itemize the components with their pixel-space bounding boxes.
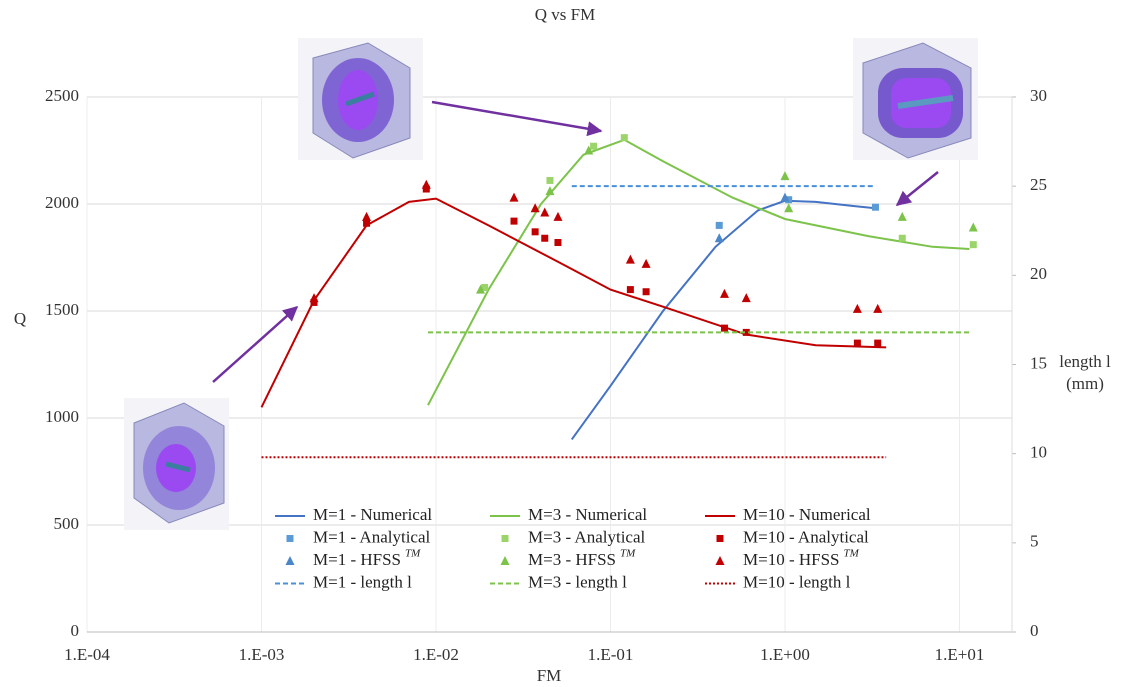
- point: [511, 218, 518, 225]
- y2-tick-label: 20: [1030, 264, 1047, 283]
- legend-label: M=10 - length l: [743, 572, 851, 591]
- y-tick-label: 1500: [45, 300, 79, 319]
- chart-title: Q vs FM: [535, 5, 595, 24]
- x-tick-label: 1.E-04: [64, 645, 110, 664]
- point: [874, 340, 881, 347]
- point: [720, 289, 729, 298]
- legend-label: M=1 - Analytical: [313, 527, 431, 546]
- legend-superscript: TM: [405, 548, 421, 560]
- point: [970, 241, 977, 248]
- point: [510, 193, 519, 202]
- legend-label: M=3 - HFSS: [528, 550, 616, 569]
- point: [553, 212, 562, 221]
- point: [554, 239, 561, 246]
- legend-superscript: TM: [620, 548, 636, 560]
- arrow: [897, 172, 938, 205]
- y2-tick-label: 15: [1030, 353, 1047, 372]
- y-tick-label: 0: [71, 621, 80, 640]
- point: [872, 204, 879, 211]
- legend-swatch: [716, 556, 725, 565]
- point: [541, 235, 548, 242]
- point: [899, 235, 906, 242]
- x-tick-label: 1.E-02: [413, 645, 459, 664]
- point: [898, 212, 907, 221]
- point: [643, 288, 650, 295]
- point: [422, 180, 431, 189]
- legend-label: M=3 - length l: [528, 572, 627, 591]
- x-tick-label: 1.E+01: [935, 645, 985, 664]
- point: [715, 233, 724, 242]
- y-axis-label: Q: [14, 309, 26, 328]
- y2-axis-label: (mm): [1066, 374, 1104, 393]
- point: [532, 228, 539, 235]
- render-image: [853, 38, 978, 160]
- series-line: [572, 201, 876, 440]
- point: [784, 203, 793, 212]
- y2-tick-label: 10: [1030, 443, 1047, 462]
- point: [716, 222, 723, 229]
- point: [721, 325, 728, 332]
- y2-tick-label: 30: [1030, 86, 1047, 105]
- y-tick-label: 1000: [45, 407, 79, 426]
- legend-label: M=3 - Analytical: [528, 527, 646, 546]
- legend-superscript: TM: [844, 548, 860, 560]
- point: [540, 208, 549, 217]
- chart: Q vs FM FM Q length l (mm) 0 500 1000 1500 2…: [0, 0, 1130, 687]
- point: [546, 177, 553, 184]
- x-axis-label: FM: [537, 666, 562, 685]
- y2-tick-label: 0: [1030, 621, 1039, 640]
- legend-swatch: [286, 556, 295, 565]
- point: [621, 134, 628, 141]
- arrow: [432, 102, 601, 131]
- point: [853, 304, 862, 313]
- point: [642, 259, 651, 268]
- legend-label: M=1 - length l: [313, 572, 412, 591]
- legend-label: M=10 - Analytical: [743, 527, 869, 546]
- legend-label: M=1 - HFSS: [313, 550, 401, 569]
- series-line: [261, 199, 886, 408]
- point: [873, 304, 882, 313]
- legend-swatch: [502, 535, 509, 542]
- plot-area: 0 500 1000 1500 2000 2500 0 5 10 15 20 25 30 1.E-04 1.…: [45, 86, 1047, 664]
- y2-tick-label: 25: [1030, 175, 1047, 194]
- arrow: [213, 307, 297, 382]
- render-image: [124, 398, 229, 530]
- y-tick-label: 500: [54, 514, 80, 533]
- legend-label: M=3 - Numerical: [528, 505, 647, 524]
- point: [590, 143, 597, 150]
- legend-label: M=10 - Numerical: [743, 505, 871, 524]
- point: [626, 255, 635, 264]
- point: [742, 293, 751, 302]
- point: [362, 212, 371, 221]
- y-tick-label: 2000: [45, 193, 79, 212]
- y-tick-label: 2500: [45, 86, 79, 105]
- series-line: [428, 140, 969, 405]
- y2-axis-label: length l: [1059, 352, 1111, 371]
- legend-swatch: [287, 535, 294, 542]
- legend-label: M=10 - HFSS: [743, 550, 840, 569]
- y2-tick-label: 5: [1030, 532, 1039, 551]
- render-image: [298, 38, 423, 160]
- legend-label: M=1 - Numerical: [313, 505, 432, 524]
- point: [627, 286, 634, 293]
- x-tick-label: 1.E-01: [588, 645, 634, 664]
- x-tick-label: 1.E+00: [760, 645, 810, 664]
- x-tick-label: 1.E-03: [239, 645, 285, 664]
- point: [780, 171, 789, 180]
- point: [854, 340, 861, 347]
- legend-swatch: [717, 535, 724, 542]
- legend-swatch: [501, 556, 510, 565]
- point: [969, 223, 978, 232]
